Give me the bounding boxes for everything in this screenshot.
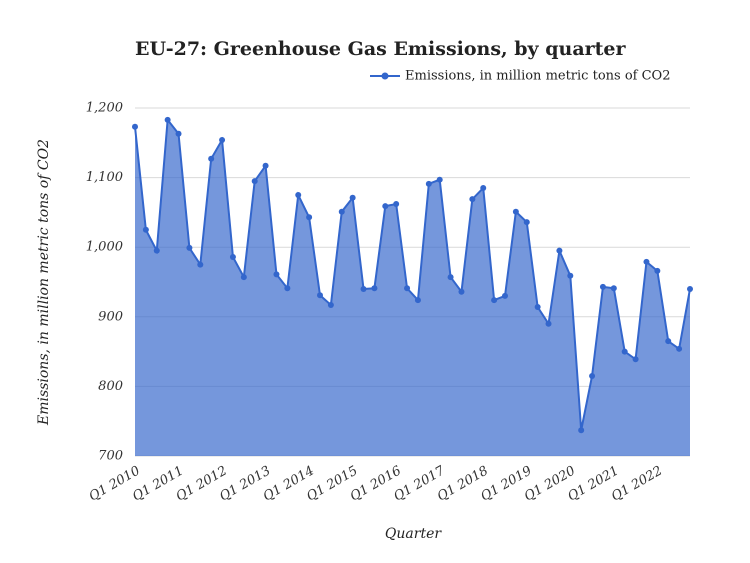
x-axis-title: Quarter — [385, 526, 442, 542]
point — [523, 219, 530, 226]
y-tick-label: 700 — [98, 449, 123, 464]
point — [469, 196, 476, 203]
point — [262, 162, 269, 169]
point — [393, 201, 400, 208]
point — [621, 348, 628, 355]
point — [164, 116, 171, 123]
point — [665, 338, 672, 345]
point — [436, 176, 443, 183]
point — [556, 247, 563, 254]
point — [512, 208, 519, 215]
point — [502, 292, 508, 299]
point — [295, 192, 302, 198]
line — [134, 117, 691, 431]
point — [132, 123, 138, 130]
point — [208, 155, 215, 162]
point — [142, 226, 149, 233]
point — [273, 271, 280, 278]
point — [197, 261, 204, 268]
y-tick-label: 1,100 — [86, 170, 123, 185]
y-axis-title: Emissions, in million metric tons of CO2 — [36, 139, 52, 426]
point — [687, 285, 693, 292]
point — [175, 130, 182, 137]
point — [643, 258, 650, 265]
area — [135, 119, 690, 456]
point — [240, 274, 247, 281]
point — [284, 285, 291, 292]
point — [599, 283, 606, 290]
point — [458, 288, 465, 295]
point — [360, 285, 367, 292]
point — [229, 253, 236, 260]
point — [567, 272, 574, 279]
legend-label: Emissions, in million metric tons of CO2 — [405, 69, 670, 84]
point — [447, 274, 454, 281]
point — [338, 208, 345, 215]
point — [589, 372, 596, 379]
point — [306, 214, 313, 221]
point — [404, 285, 411, 292]
point — [327, 301, 334, 308]
y-tick-label: 900 — [98, 309, 123, 324]
y-tick-label: 1,200 — [86, 101, 123, 116]
point — [425, 180, 432, 187]
point — [534, 304, 541, 311]
point — [654, 267, 661, 274]
point — [480, 185, 487, 192]
point — [491, 297, 498, 304]
point — [251, 178, 258, 185]
point — [349, 194, 356, 201]
legend-marker — [381, 72, 389, 80]
point — [317, 292, 323, 299]
point — [382, 203, 389, 210]
point — [414, 297, 421, 304]
point — [371, 285, 378, 292]
point — [632, 356, 639, 363]
point — [676, 345, 683, 352]
point — [186, 244, 193, 251]
point — [610, 285, 617, 292]
y-tick-label: 1,000 — [86, 240, 123, 255]
point — [153, 247, 160, 254]
point — [545, 320, 552, 327]
y-tick-label: 800 — [98, 379, 123, 394]
point — [219, 137, 226, 144]
point — [578, 427, 585, 434]
chart-title: EU-27: Greenhouse Gas Emissions, by quar… — [135, 38, 627, 60]
